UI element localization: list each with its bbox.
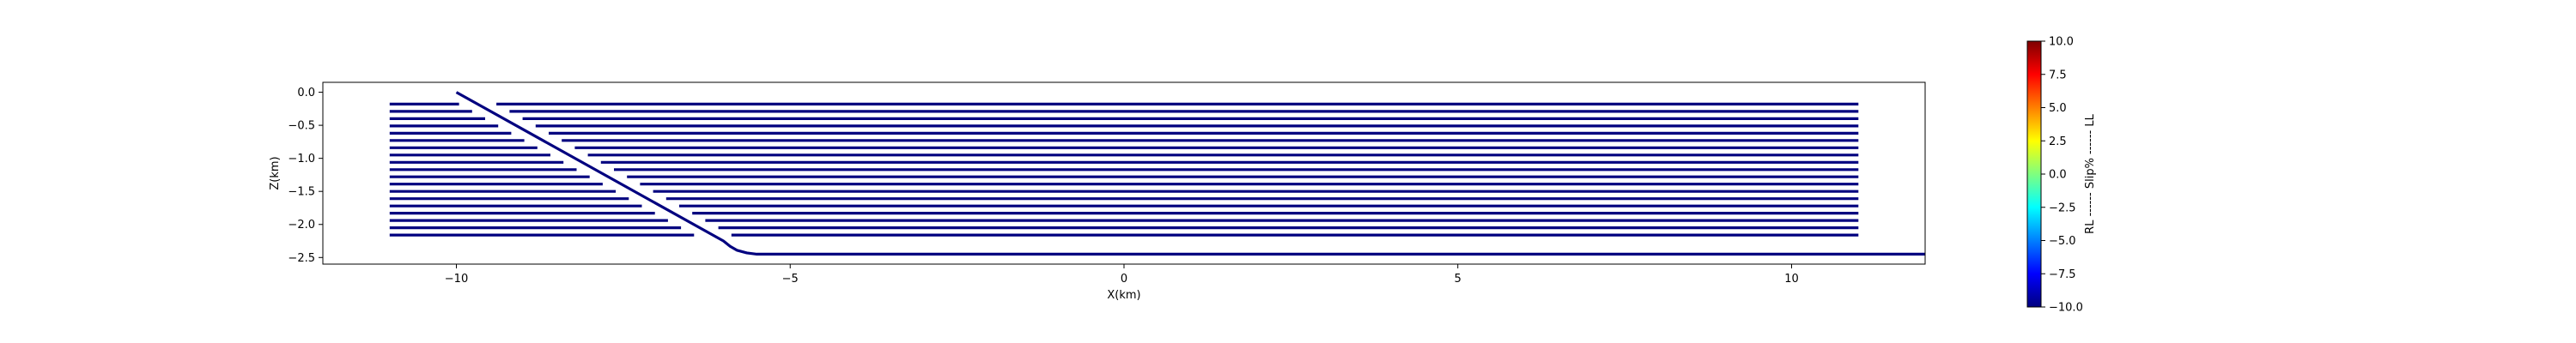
- x-tick-label: 5: [1455, 273, 1461, 286]
- x-axis-ticks: −10 −5 0 5 10: [445, 264, 1799, 286]
- fault-trace: [455, 91, 1925, 256]
- colorbar-ticks: 10.0 7.5 5.0 2.5 0.0 −2.5 −5.0 −7.5 −10.0: [2041, 36, 2083, 315]
- colorbar-tick-label: −7.5: [2049, 268, 2076, 281]
- colorbar-tick-label: 7.5: [2049, 69, 2067, 81]
- y-tick-label: −2.0: [288, 219, 315, 232]
- colorbar-tick-label: 0.0: [2049, 169, 2067, 182]
- plot-area-frame: [322, 81, 1926, 265]
- colorbar-tick-label: 10.0: [2049, 36, 2074, 49]
- y-axis-label: Z(km): [269, 156, 282, 190]
- colorbar-tick-label: −2.5: [2049, 202, 2076, 214]
- y-tick-label: −1.5: [288, 186, 315, 199]
- x-tick-label: −10: [445, 273, 468, 286]
- y-tick-label: −0.5: [288, 120, 315, 133]
- horizontal-layers: [389, 102, 1859, 237]
- y-axis-ticks: 0.0 −0.5 −1.0 −1.5 −2.0 −2.5: [288, 87, 323, 265]
- y-tick-label: −1.0: [288, 153, 315, 165]
- x-tick-label: 0: [1121, 273, 1127, 286]
- colorbar-tick-label: −10.0: [2049, 302, 2083, 315]
- y-tick-label: −2.5: [288, 252, 315, 265]
- colorbar: [2026, 40, 2042, 308]
- colorbar-label: RL ------ Slip% ------ LL: [2084, 113, 2097, 233]
- y-tick-label: 0.0: [297, 87, 315, 99]
- colorbar-tick-label: 5.0: [2049, 102, 2067, 115]
- x-axis-label: X(km): [1107, 289, 1140, 302]
- x-tick-label: 10: [1784, 273, 1799, 286]
- fault-trace-line: [455, 91, 1925, 256]
- colorbar-tick-label: −5.0: [2049, 235, 2076, 248]
- colorbar-tick-label: 2.5: [2049, 135, 2067, 148]
- x-tick-label: −5: [782, 273, 799, 286]
